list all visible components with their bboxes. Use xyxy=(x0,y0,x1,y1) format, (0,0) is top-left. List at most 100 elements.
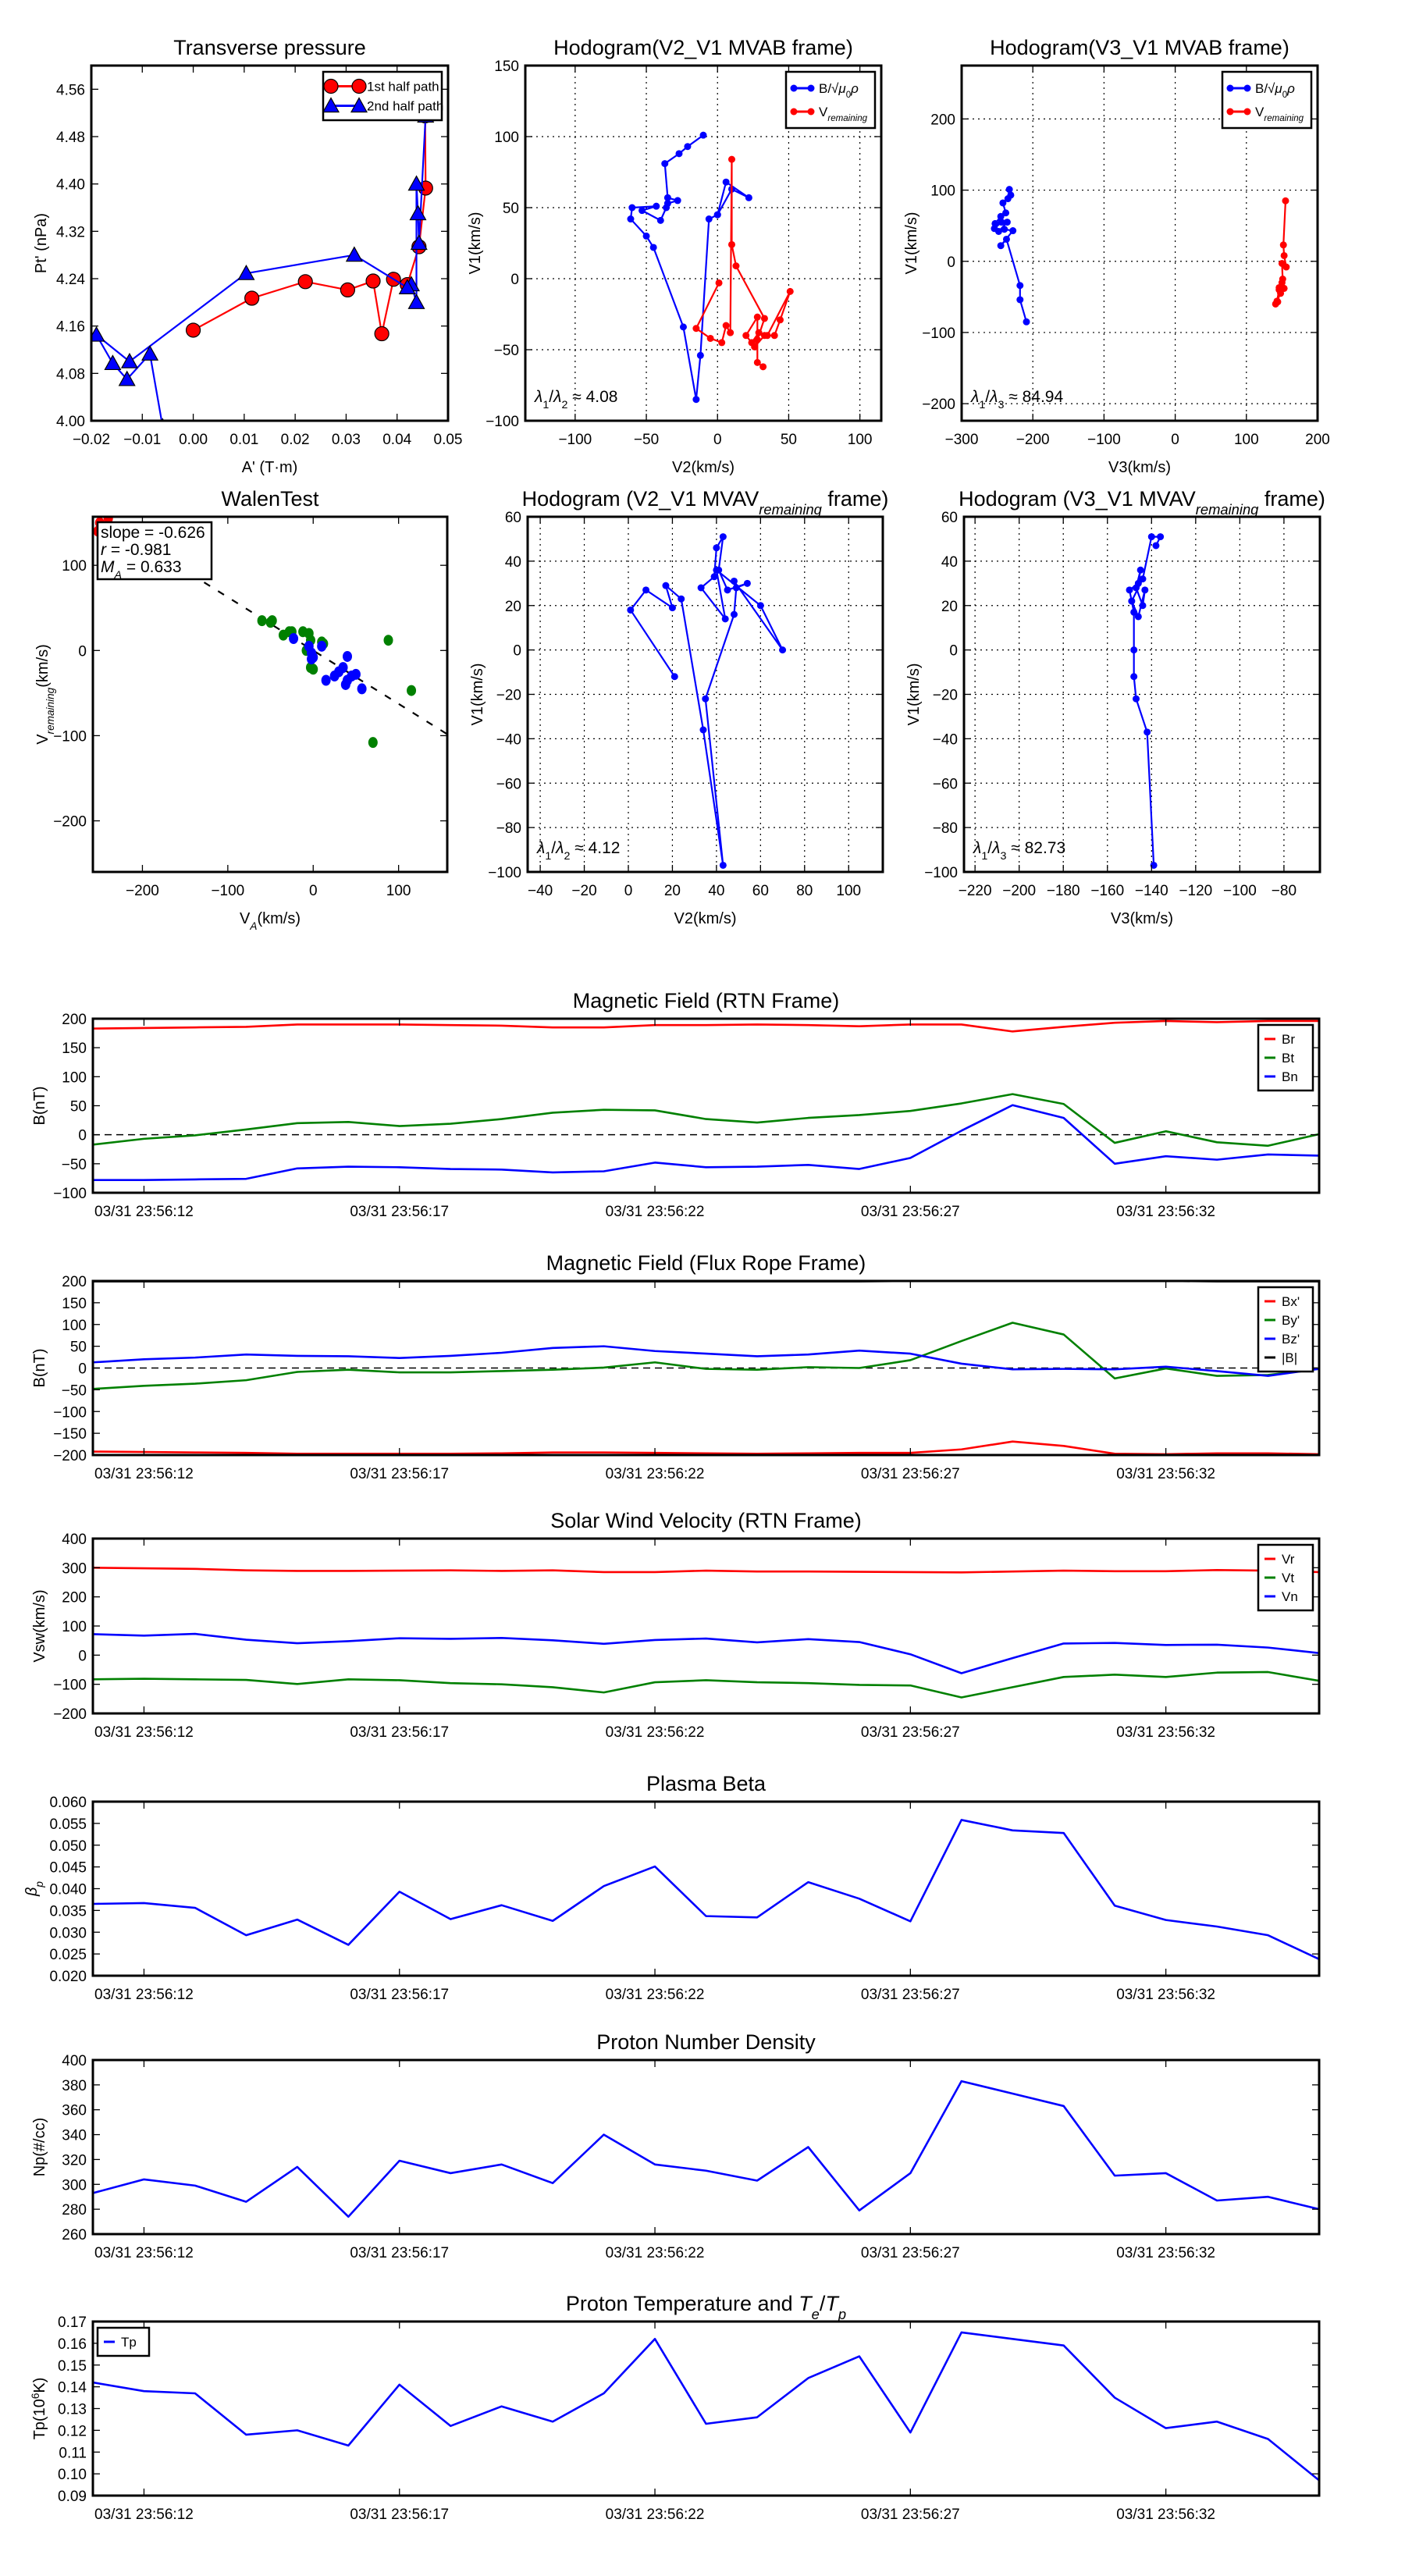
legend-item: Vt xyxy=(1264,1571,1294,1585)
y-tick-label: 280 xyxy=(62,2202,87,2218)
chart-title: Magnetic Field (RTN Frame) xyxy=(573,989,840,1012)
y-axis-label: V1(km/s) xyxy=(469,664,486,726)
chart-6: 03/31 23:56:12 03/31 23:56:17 03/31 23:56:… xyxy=(31,989,1321,1220)
y-tick-label: −80 xyxy=(496,820,521,837)
text-segment: λ xyxy=(991,839,1000,857)
data-point xyxy=(779,646,787,654)
x-tick-label: 03/31 23:56:27 xyxy=(861,1466,960,1482)
data-point xyxy=(759,363,767,371)
text-segment: 1 xyxy=(981,850,987,863)
eigenvalue-ratio-label: λ1/λ3 ≈ 82.73 xyxy=(973,839,1065,863)
data-point xyxy=(1139,602,1147,610)
y-tick-label: −100 xyxy=(488,865,521,881)
text-segment: λ xyxy=(553,388,561,406)
series-line-0 xyxy=(1128,535,1161,866)
y-tick-label: 40 xyxy=(505,554,521,571)
legend-marker xyxy=(1243,108,1251,116)
y-tick-label: −100 xyxy=(486,414,519,430)
data-point xyxy=(699,726,707,734)
data-point xyxy=(1139,575,1147,583)
axes-frame xyxy=(91,515,449,873)
legend-marker xyxy=(1226,108,1234,116)
series-line-0 xyxy=(93,1819,1319,1960)
legend: Bx' By' Bz' |B| xyxy=(1257,1286,1314,1373)
y-tick-label: 0 xyxy=(947,254,955,271)
y-tick-label: 4.00 xyxy=(56,414,85,430)
chart-title: Hodogram(V2_V1 MVAB frame) xyxy=(553,36,853,59)
y-tick-label: 4.08 xyxy=(56,366,85,382)
data-point xyxy=(317,640,327,652)
legend-item: Vn xyxy=(1264,1589,1298,1604)
x-tick-label: −100 xyxy=(558,432,592,448)
data-point xyxy=(1157,533,1165,541)
x-tick-label: 0 xyxy=(309,883,318,899)
y-tick-label: 0.050 xyxy=(49,1838,87,1855)
y-tick-label: 4.24 xyxy=(56,272,85,288)
x-tick-label: 50 xyxy=(781,432,797,448)
chart-0: −0.02 −0.01 0.00 0.01 0.02 0.03 0.04 0.05 4.00 4.… xyxy=(33,36,462,476)
legend-item: |B| xyxy=(1264,1350,1297,1365)
y-tick-label: −100 xyxy=(53,1404,87,1421)
data-point xyxy=(321,674,331,686)
text-segment: T xyxy=(799,2292,813,2315)
x-tick-label: −220 xyxy=(959,883,992,899)
legend-marker xyxy=(351,78,367,94)
y-tick-label: 320 xyxy=(62,2152,87,2169)
y-tick-label: 4.16 xyxy=(56,319,85,336)
y-tick-label: −100 xyxy=(53,1678,87,1694)
x-tick-label: 03/31 23:56:22 xyxy=(606,2507,705,2523)
data-point xyxy=(340,678,350,690)
data-point xyxy=(120,352,138,368)
data-point xyxy=(185,322,201,338)
y-tick-label: 0 xyxy=(78,643,87,660)
plot-area xyxy=(991,186,1290,326)
legend-marker xyxy=(350,97,368,113)
data-point xyxy=(407,294,425,309)
data-point xyxy=(753,336,761,343)
x-tick-label: 03/31 23:56:12 xyxy=(94,1204,194,1220)
y-tick-label: 200 xyxy=(62,1012,87,1028)
stats-line: slope = -0.626 xyxy=(101,524,205,542)
data-point xyxy=(1023,318,1030,326)
data-point xyxy=(1001,226,1008,233)
data-point xyxy=(1133,584,1140,592)
x-tick-label: −20 xyxy=(571,883,596,899)
data-point xyxy=(679,323,687,331)
text-segment: frame) xyxy=(1258,487,1325,511)
legend-box xyxy=(784,70,877,130)
data-point xyxy=(343,650,353,662)
y-tick-label: −40 xyxy=(933,731,958,748)
series-line-1 xyxy=(93,1093,1319,1147)
x-tick-label: −50 xyxy=(634,432,659,448)
y-tick-label: 0.09 xyxy=(58,2489,87,2505)
text-segment: λ xyxy=(989,388,998,406)
text-segment: K) xyxy=(31,2378,48,2393)
legend-item: Vremaining xyxy=(1226,105,1304,123)
x-tick-label: 0 xyxy=(713,432,722,448)
data-point xyxy=(715,279,723,286)
y-tick-label: 0 xyxy=(513,643,521,660)
x-tick-label: 0.02 xyxy=(281,432,310,448)
text-segment: ≈ 4.08 xyxy=(567,388,617,406)
data-point xyxy=(91,326,105,342)
y-tick-label: 50 xyxy=(70,1099,87,1115)
x-tick-label: 100 xyxy=(836,883,861,899)
y-tick-label: 40 xyxy=(941,554,958,571)
legend-marker xyxy=(790,108,798,116)
data-point xyxy=(1144,728,1151,736)
plot-area xyxy=(1126,533,1165,869)
x-tick-label: 03/31 23:56:22 xyxy=(606,1724,705,1741)
y-tick-label: −200 xyxy=(53,1706,87,1723)
y-tick-label: 0 xyxy=(510,272,519,288)
text-segment: remaining xyxy=(44,687,56,734)
text-segment: V xyxy=(819,105,828,119)
data-point xyxy=(628,204,636,212)
data-point xyxy=(307,653,317,665)
x-tick-label: 03/31 23:56:17 xyxy=(350,1987,449,2003)
text-segment: Hodogram (V2_V1 MVAV xyxy=(522,487,759,511)
legend-label: Vr xyxy=(1282,1552,1295,1567)
data-point xyxy=(1282,197,1289,205)
data-point xyxy=(1004,195,1012,203)
data-point xyxy=(721,615,729,623)
legend-label: Vt xyxy=(1282,1571,1294,1585)
